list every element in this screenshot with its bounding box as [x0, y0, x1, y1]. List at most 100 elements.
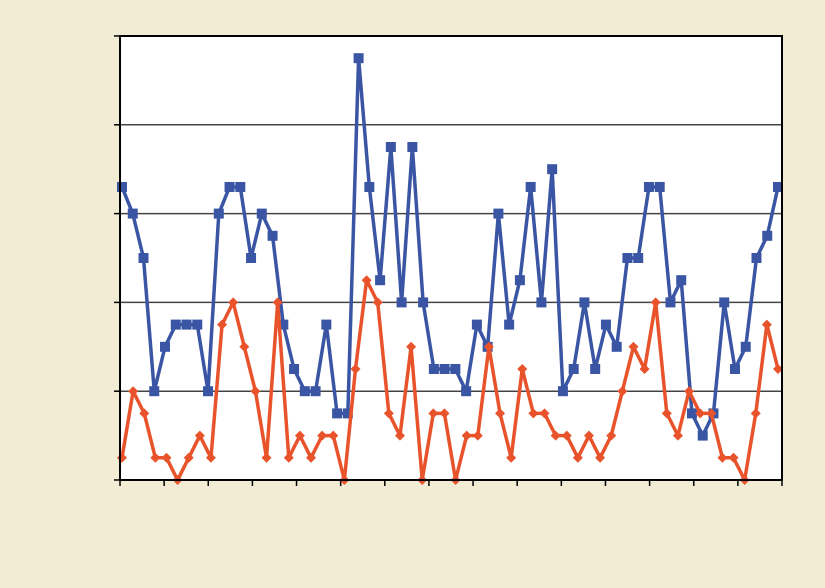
- marker: [181, 319, 192, 330]
- marker: [773, 364, 783, 374]
- marker: [719, 297, 730, 308]
- marker: [272, 297, 283, 308]
- marker: [217, 319, 228, 330]
- marker: [418, 297, 429, 308]
- marker: [321, 319, 332, 330]
- marker: [192, 319, 203, 330]
- marker: [161, 452, 172, 463]
- marker: [283, 452, 294, 463]
- marker: [557, 386, 568, 397]
- marker: [461, 386, 472, 397]
- marker: [773, 181, 783, 192]
- marker: [493, 208, 504, 219]
- marker: [590, 364, 601, 374]
- marker: [633, 253, 644, 263]
- marker: [728, 452, 739, 463]
- marker: [299, 386, 310, 397]
- marker: [654, 181, 665, 192]
- marker: [729, 364, 740, 374]
- marker: [170, 319, 181, 330]
- series-line: [120, 278, 780, 482]
- marker: [150, 452, 161, 463]
- marker: [606, 430, 617, 441]
- marker: [617, 386, 628, 397]
- marker: [149, 386, 160, 397]
- marker: [536, 297, 547, 308]
- marker: [717, 452, 728, 463]
- marker: [568, 364, 579, 374]
- marker: [160, 341, 171, 352]
- marker: [407, 142, 418, 152]
- marker: [583, 430, 594, 441]
- marker: [672, 430, 683, 441]
- marker: [224, 181, 235, 192]
- marker: [278, 319, 289, 330]
- marker: [128, 386, 139, 397]
- marker: [267, 230, 278, 241]
- marker: [310, 386, 321, 397]
- marker: [639, 364, 650, 374]
- marker: [665, 297, 676, 308]
- marker: [628, 341, 639, 352]
- marker: [256, 208, 267, 219]
- marker: [579, 297, 590, 308]
- marker: [450, 364, 461, 374]
- marker: [686, 408, 697, 419]
- marker: [461, 430, 472, 441]
- marker: [504, 319, 515, 330]
- marker: [364, 181, 375, 192]
- marker: [611, 341, 622, 352]
- marker: [676, 275, 687, 286]
- marker: [332, 408, 343, 419]
- marker: [396, 297, 407, 308]
- marker: [228, 297, 239, 308]
- marker: [394, 430, 405, 441]
- marker: [261, 452, 272, 463]
- marker: [495, 408, 506, 419]
- marker: [740, 341, 751, 352]
- marker: [342, 408, 353, 419]
- marker: [471, 319, 482, 330]
- marker: [661, 408, 672, 419]
- marker: [650, 297, 661, 308]
- marker: [194, 430, 205, 441]
- marker: [514, 275, 525, 286]
- marker: [600, 319, 611, 330]
- marker: [375, 275, 386, 286]
- marker: [506, 452, 517, 463]
- marker: [372, 297, 383, 308]
- marker: [317, 430, 328, 441]
- marker: [561, 430, 572, 441]
- marker: [361, 275, 372, 286]
- marker: [203, 386, 214, 397]
- marker: [289, 364, 300, 374]
- plot-layer: [114, 35, 783, 486]
- marker: [428, 408, 439, 419]
- marker: [528, 408, 539, 419]
- marker: [572, 452, 583, 463]
- marker: [697, 430, 708, 441]
- marker: [684, 386, 695, 397]
- marker: [525, 181, 536, 192]
- marker: [539, 408, 550, 419]
- marker: [472, 430, 483, 441]
- marker: [762, 230, 773, 241]
- marker: [239, 341, 250, 352]
- plot-area: [120, 36, 782, 480]
- marker: [353, 53, 364, 64]
- marker: [761, 319, 772, 330]
- marker: [294, 430, 305, 441]
- marker: [595, 452, 606, 463]
- marker: [205, 452, 216, 463]
- marker: [235, 181, 246, 192]
- marker: [643, 181, 654, 192]
- plot-border: [119, 35, 783, 481]
- marker: [406, 341, 417, 352]
- marker: [483, 341, 494, 352]
- marker: [750, 408, 761, 419]
- marker: [250, 386, 261, 397]
- marker: [547, 164, 558, 175]
- marker: [706, 408, 717, 419]
